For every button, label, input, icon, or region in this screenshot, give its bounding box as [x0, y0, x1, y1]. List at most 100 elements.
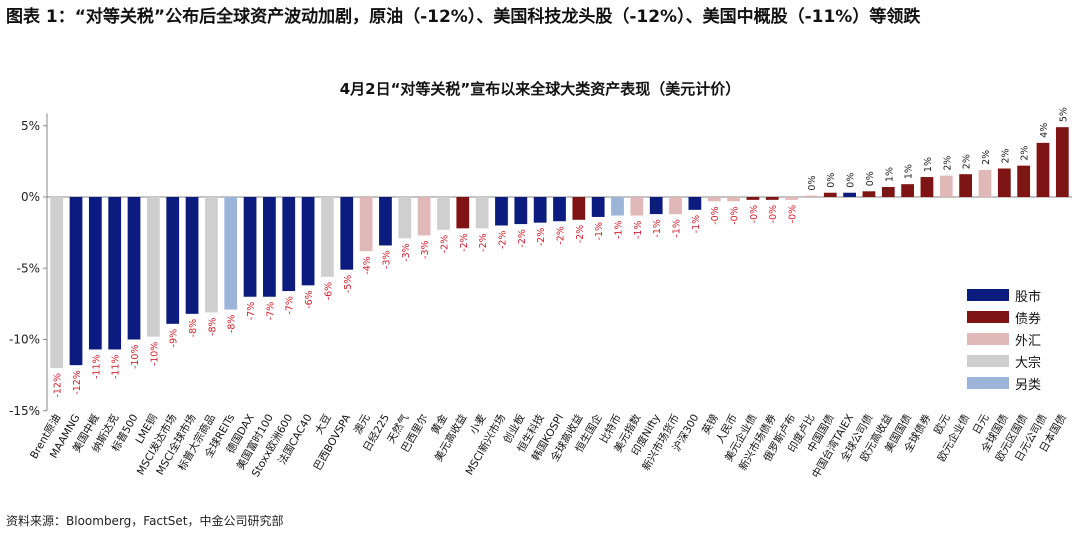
bar [166, 197, 180, 324]
legend-item: 另类 [967, 372, 1041, 394]
data-label: -9% [169, 329, 180, 348]
data-label: -2% [536, 228, 547, 247]
data-label: 0% [826, 173, 837, 188]
data-label: -0% [749, 205, 760, 224]
bar [553, 197, 566, 222]
bar [185, 197, 199, 314]
bar [881, 187, 895, 197]
bar [514, 197, 528, 225]
bar [475, 197, 489, 229]
bar [108, 197, 122, 350]
bar [533, 197, 547, 223]
data-label: -7% [265, 302, 276, 321]
data-label: -2% [459, 233, 470, 252]
y-tick-label: -15% [9, 404, 40, 418]
data-label: -8% [207, 317, 218, 336]
bar [939, 175, 953, 197]
chart-title: 4月2日“对等关税”宣布以来全球大类资产表现（美元计价） [339, 80, 741, 98]
data-label: -7% [246, 302, 257, 321]
bar [785, 197, 798, 200]
legend-label: 股市 [1015, 289, 1042, 305]
bar [978, 169, 992, 197]
bar [495, 197, 508, 226]
legend-item: 大宗 [967, 350, 1041, 372]
data-label: -12% [72, 370, 83, 395]
data-label: -2% [478, 233, 489, 252]
legend-item: 债券 [967, 306, 1041, 328]
bar [437, 197, 450, 230]
data-label: 1% [923, 157, 934, 172]
bar [823, 192, 837, 197]
y-tick-label: 5% [21, 119, 40, 133]
data-label: -0% [768, 205, 779, 224]
legend-label: 大宗 [1015, 355, 1042, 371]
data-label: -10% [149, 342, 160, 367]
bar [630, 197, 644, 216]
data-label: 2% [1020, 146, 1031, 161]
data-label: -1% [633, 221, 644, 240]
bar-layer [50, 127, 1069, 368]
bar [398, 197, 412, 239]
bar [688, 197, 702, 210]
bar [224, 197, 238, 310]
data-label: -1% [614, 221, 625, 240]
bar [359, 197, 373, 252]
data-label: -0% [788, 205, 799, 224]
data-label: 2% [962, 154, 973, 169]
data-label: -8% [227, 315, 238, 334]
data-label: 0% [807, 175, 818, 190]
bar [88, 197, 102, 350]
data-label: -2% [556, 226, 567, 245]
bar [69, 197, 83, 366]
bar [862, 191, 876, 197]
data-label: -2% [517, 229, 528, 248]
data-label: -6% [304, 290, 315, 309]
data-label: -4% [362, 256, 373, 275]
data-label: -7% [285, 296, 296, 315]
data-label: 2% [981, 150, 992, 165]
source-note: 资料来源：Bloomberg，FactSet，中金公司研究部 [6, 514, 284, 528]
bar [243, 197, 257, 297]
data-label: -2% [439, 235, 450, 254]
bar [959, 174, 973, 197]
data-label: 0% [846, 173, 857, 188]
y-tick-label: -10% [9, 333, 40, 347]
data-label: -0% [710, 206, 721, 225]
bar [417, 197, 431, 236]
data-label: -1% [594, 222, 605, 241]
data-label: 0% [865, 171, 876, 186]
legend-swatch [967, 355, 1009, 367]
data-label: -3% [401, 243, 412, 262]
data-label: -11% [91, 354, 102, 379]
bar [127, 197, 141, 340]
bar [1036, 142, 1050, 197]
data-label: -10% [130, 345, 141, 370]
legend-item: 股市 [967, 284, 1041, 306]
bar [707, 197, 721, 202]
y-tick-label: -5% [17, 261, 40, 275]
bar [611, 197, 624, 216]
bar [321, 197, 334, 277]
data-label: -1% [672, 219, 683, 238]
data-label: -1% [691, 215, 702, 234]
bar [765, 197, 779, 200]
data-label: -3% [420, 240, 431, 259]
data-label: 5% [1058, 107, 1069, 122]
bar [340, 197, 354, 270]
bar [843, 192, 856, 197]
data-label: 4% [1039, 123, 1050, 138]
data-label: 1% [884, 167, 895, 182]
bar [205, 197, 218, 313]
legend-item: 外汇 [967, 328, 1041, 350]
data-label: -5% [343, 275, 354, 294]
bar [997, 168, 1011, 197]
chart-legend: 股市 债券 外汇大宗 另类 [967, 284, 1041, 394]
bar [727, 197, 740, 202]
data-label: -12% [53, 373, 64, 398]
bar [901, 184, 914, 197]
data-label: -2% [575, 225, 586, 244]
y-tick-label: 0% [21, 190, 40, 204]
bar [591, 197, 605, 217]
data-label: -2% [497, 231, 508, 250]
